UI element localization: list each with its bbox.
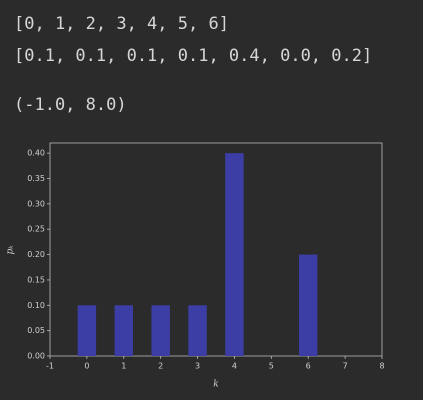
bar (77, 305, 97, 356)
x-tick-label: 4 (232, 362, 237, 371)
y-tick-label: 0.10 (27, 301, 45, 310)
y-axis-label: pₖ (6, 245, 16, 255)
y-tick-label: 0.30 (27, 199, 45, 208)
x-tick-label: 5 (269, 362, 274, 371)
x-tick-label: 1 (121, 362, 126, 371)
bar (299, 254, 318, 356)
output-line: (-1.0, 8.0) (14, 95, 127, 115)
bar (114, 305, 133, 356)
y-tick-label: 0.20 (27, 250, 45, 259)
x-tick-label: 6 (306, 362, 311, 371)
x-axis-label: k (213, 380, 218, 390)
y-tick-label: 0.05 (27, 326, 45, 335)
y-tick-label: 0.15 (27, 275, 45, 284)
x-tick-label: 2 (158, 362, 163, 371)
output-line: [0.1, 0.1, 0.1, 0.1, 0.4, 0.0, 0.2] (14, 46, 372, 66)
x-tick-label: 8 (379, 362, 384, 371)
x-tick-label: 7 (343, 362, 348, 371)
y-tick-label: 0.25 (27, 225, 45, 234)
bar (188, 305, 207, 356)
bar (151, 305, 170, 356)
bar (225, 153, 244, 356)
x-tick-label: -1 (46, 362, 54, 371)
y-tick-label: 0.35 (27, 174, 45, 183)
x-tick-label: 0 (84, 362, 89, 371)
x-tick-label: 3 (195, 362, 200, 371)
plot-frame (49, 142, 383, 357)
y-tick-label: 0.40 (27, 149, 45, 158)
output-line: [0, 1, 2, 3, 4, 5, 6] (14, 14, 229, 34)
y-tick-label: 0.00 (27, 352, 45, 361)
